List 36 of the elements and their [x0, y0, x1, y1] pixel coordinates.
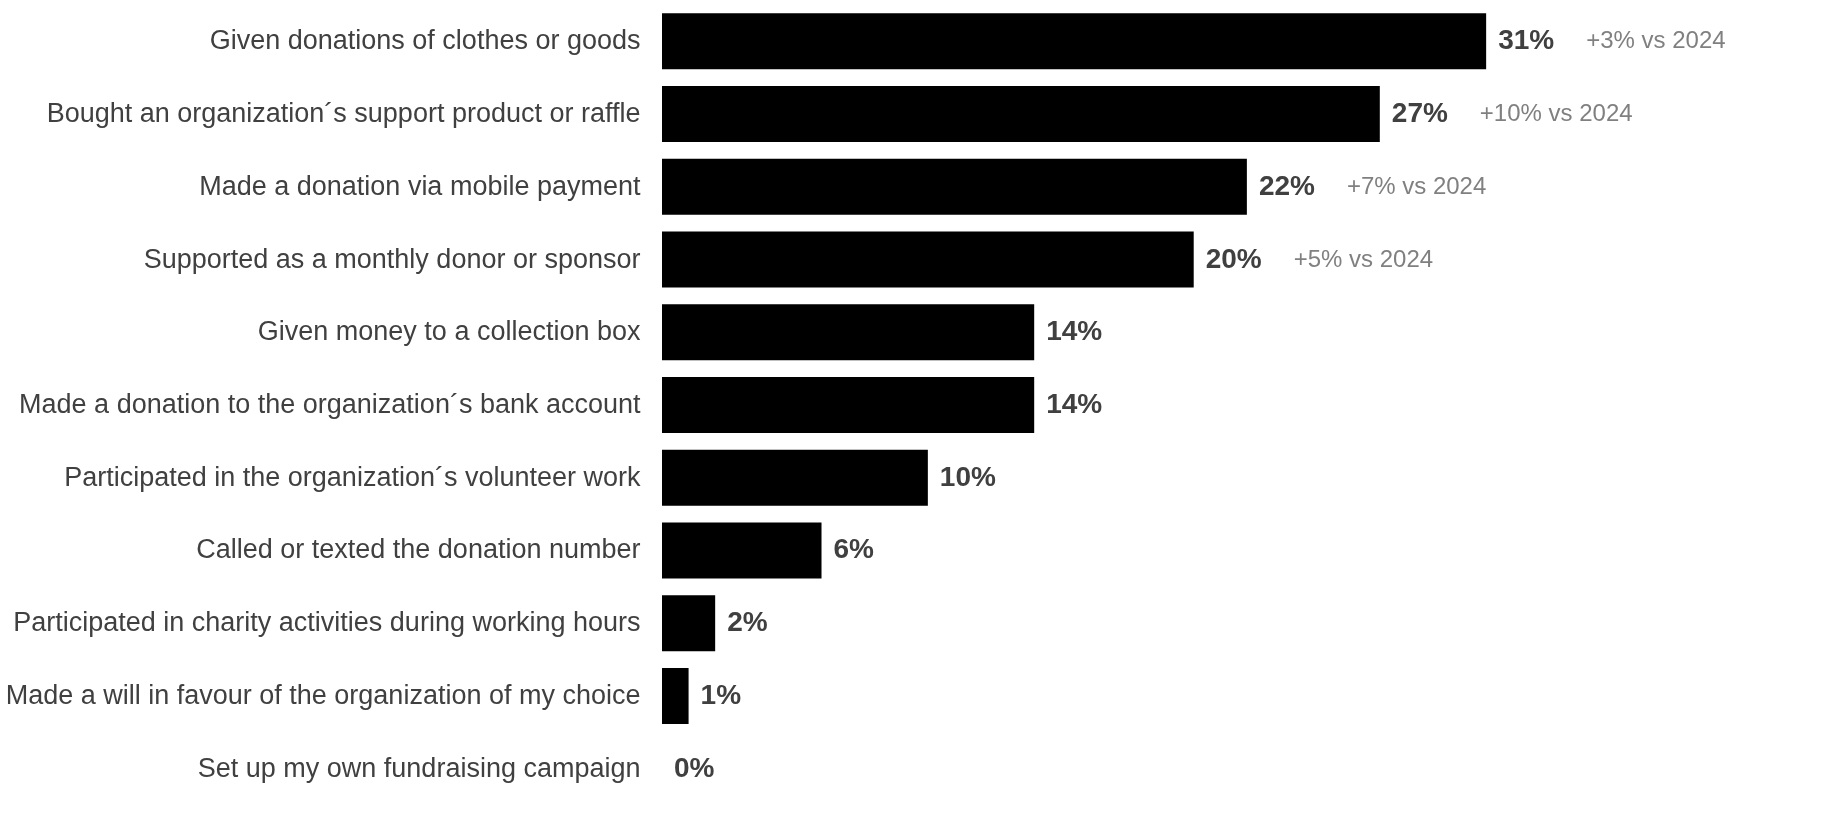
annotation: +10% vs 2024: [1479, 99, 1633, 127]
y-tick-label: Bought an organization´s support product or raffle: [46, 98, 641, 129]
bar: [662, 304, 1035, 361]
data-label: 27%: [1391, 97, 1448, 129]
data-label: 22%: [1258, 169, 1316, 201]
y-tick-label: Set up my own fundraising campaign: [197, 752, 641, 783]
annotation: +7% vs 2024: [1346, 171, 1487, 199]
bar: [662, 449, 928, 506]
data-label: 14%: [1046, 388, 1103, 419]
y-tick-label: Given money to a collection box: [257, 316, 641, 347]
data-label: 20%: [1205, 242, 1262, 274]
annotation: +5% vs 2024: [1293, 244, 1434, 272]
bar: [662, 522, 822, 579]
data-label: 14%: [1046, 315, 1103, 347]
bar: [662, 595, 716, 652]
data-label: 2%: [727, 606, 768, 638]
bar: [662, 13, 1487, 70]
data-label: 31%: [1498, 24, 1555, 56]
y-tick-label: Given donations of clothes or goods: [209, 25, 641, 56]
y-tick-label: Made a donation to the organization´s bank account: [19, 389, 641, 419]
y-tick-label: Participated in charity activities during working hours: [13, 607, 641, 638]
data-label: 0%: [674, 751, 715, 783]
y-tick-label: Supported as a monthly donor or sponsor: [143, 243, 641, 274]
bar: [662, 377, 1035, 433]
y-tick-label: Called or texted the donation number: [196, 534, 641, 565]
bar: [662, 86, 1380, 143]
y-tick-label: Participated in the organization´s volunteer work: [64, 461, 641, 492]
y-tick-label: Made a donation via mobile payment: [199, 170, 641, 201]
annotation: +3% vs 2024: [1586, 26, 1726, 54]
data-label: 6%: [833, 533, 875, 565]
data-label: 10%: [939, 460, 996, 492]
bar: [662, 667, 689, 724]
bar: [662, 231, 1194, 288]
y-tick-label: Made a will in favour of the organization of my choice: [5, 679, 641, 710]
data-label: 1%: [700, 678, 742, 710]
bar: [662, 158, 1247, 215]
